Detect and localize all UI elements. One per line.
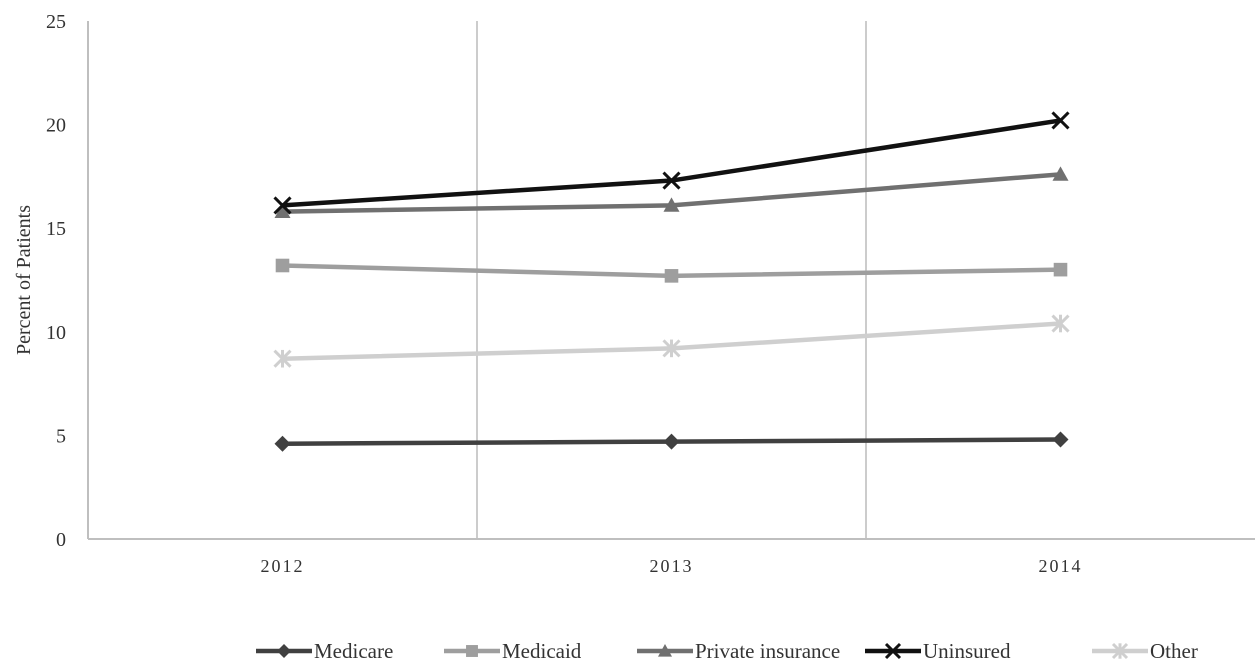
x-tick-label: 2014: [1039, 556, 1083, 576]
series-line: [282, 118, 1061, 208]
legend: Medicare Medicaid Private insurance Uninsur…: [256, 639, 1198, 662]
legend-marker: [1111, 642, 1129, 660]
legend-label: Private insurance: [695, 639, 840, 662]
data-point: [1051, 314, 1070, 333]
data-point: [1051, 111, 1070, 130]
y-axis-ticks: 0 5 10 15 20 25: [46, 11, 66, 551]
series-medicare: [274, 431, 1069, 452]
y-tick-label: 0: [56, 529, 66, 551]
x-axis-ticks: 2012 2013 2014: [261, 556, 1083, 576]
x-tick-label: 2012: [261, 556, 305, 576]
data-point: [1052, 431, 1069, 448]
y-tick-label: 20: [46, 115, 66, 137]
series-group: [273, 111, 1070, 452]
series-uninsured: [273, 111, 1070, 215]
data-point: [273, 196, 292, 215]
data-point: [662, 171, 681, 190]
legend-marker: [466, 645, 478, 657]
data-point: [273, 349, 292, 368]
legend-marker: [658, 644, 672, 657]
series-private-insurance: [274, 166, 1069, 219]
x-tick-label: 2013: [650, 556, 694, 576]
y-tick-label: 15: [46, 218, 66, 240]
y-tick-label: 25: [46, 11, 66, 33]
legend-label: Uninsured: [923, 639, 1011, 662]
legend-item: Private insurance: [637, 639, 840, 662]
legend-item: Medicaid: [444, 639, 582, 662]
series-other: [273, 314, 1070, 368]
data-point: [1053, 262, 1068, 277]
data-point: [663, 197, 680, 212]
legend-item: Other: [1092, 639, 1198, 662]
y-axis-label: Percent of Patients: [13, 205, 35, 355]
grid-lines: [476, 21, 867, 539]
legend-marker: [884, 642, 902, 660]
data-point: [662, 339, 681, 358]
legend-item: Uninsured: [865, 639, 1011, 662]
data-point: [274, 435, 291, 452]
series-medicaid: [275, 258, 1068, 283]
y-tick-label: 10: [46, 322, 66, 344]
data-point: [1052, 166, 1069, 181]
data-point: [275, 258, 290, 273]
y-tick-label: 5: [56, 425, 66, 447]
data-point: [274, 203, 291, 219]
legend-label: Medicare: [314, 639, 393, 662]
legend-label: Medicaid: [502, 639, 582, 662]
data-point: [663, 433, 680, 450]
legend-marker: [277, 644, 291, 658]
data-point: [664, 269, 679, 283]
legend-label: Other: [1150, 639, 1198, 662]
axes: [87, 21, 1255, 540]
legend-item: Medicare: [256, 639, 393, 662]
